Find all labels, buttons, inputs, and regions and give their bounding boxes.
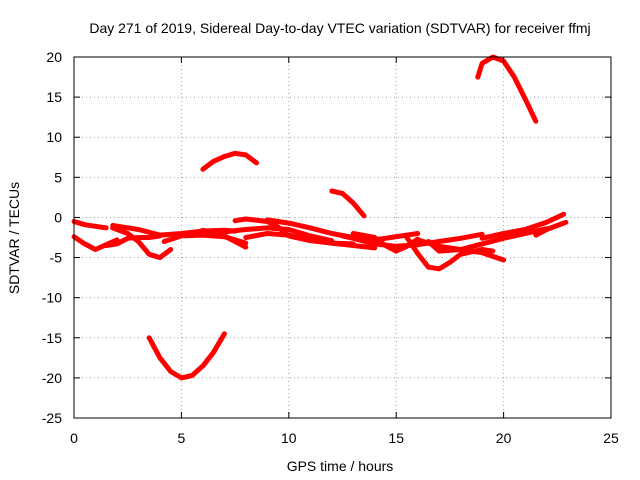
y-tick-label: -15	[42, 330, 62, 346]
series-arc-8	[146, 331, 227, 381]
data-series	[71, 54, 569, 381]
series-arc-4	[110, 225, 174, 261]
x-tick-label: 10	[281, 430, 297, 446]
y-tick-label: 5	[54, 169, 62, 185]
x-tick-label: 5	[178, 430, 186, 446]
chart-title: Day 271 of 2019, Sidereal Day-to-day VTE…	[89, 20, 590, 36]
y-tick-label: -5	[50, 250, 63, 266]
series-arc-16	[350, 231, 421, 254]
y-tick-label: 10	[46, 129, 62, 145]
grid-lines	[74, 57, 611, 418]
y-axis-label: SDTVAR / TECUs	[6, 182, 22, 294]
series-arc-1	[71, 219, 109, 231]
x-tick-label: 20	[496, 430, 512, 446]
series-arc-12	[243, 231, 378, 251]
x-tick-label: 0	[70, 430, 78, 446]
y-tick-label: 15	[46, 89, 62, 105]
plot-frame	[73, 56, 612, 419]
series-arc-9	[200, 150, 260, 172]
y-tick-label: 0	[54, 209, 62, 225]
x-tick-label: 25	[603, 430, 619, 446]
y-tick-label: -10	[42, 290, 62, 306]
series-arc-14	[329, 188, 367, 219]
series-arc-7	[191, 227, 249, 250]
series-arc-21	[533, 219, 569, 238]
y-tick-label: -25	[42, 410, 62, 426]
series-arc-20	[479, 211, 567, 241]
series-arc-22	[475, 54, 539, 124]
axis-ticks: 0 5 10 15 20 25 20 15 10 5 0 -5 -10 -15 -20 -25	[42, 49, 619, 446]
y-tick-label: -20	[42, 370, 62, 386]
x-tick-label: 15	[388, 430, 404, 446]
y-tick-label: 20	[46, 49, 62, 65]
x-axis-label: GPS time / hours	[287, 458, 394, 474]
series-arc-19	[425, 226, 550, 254]
